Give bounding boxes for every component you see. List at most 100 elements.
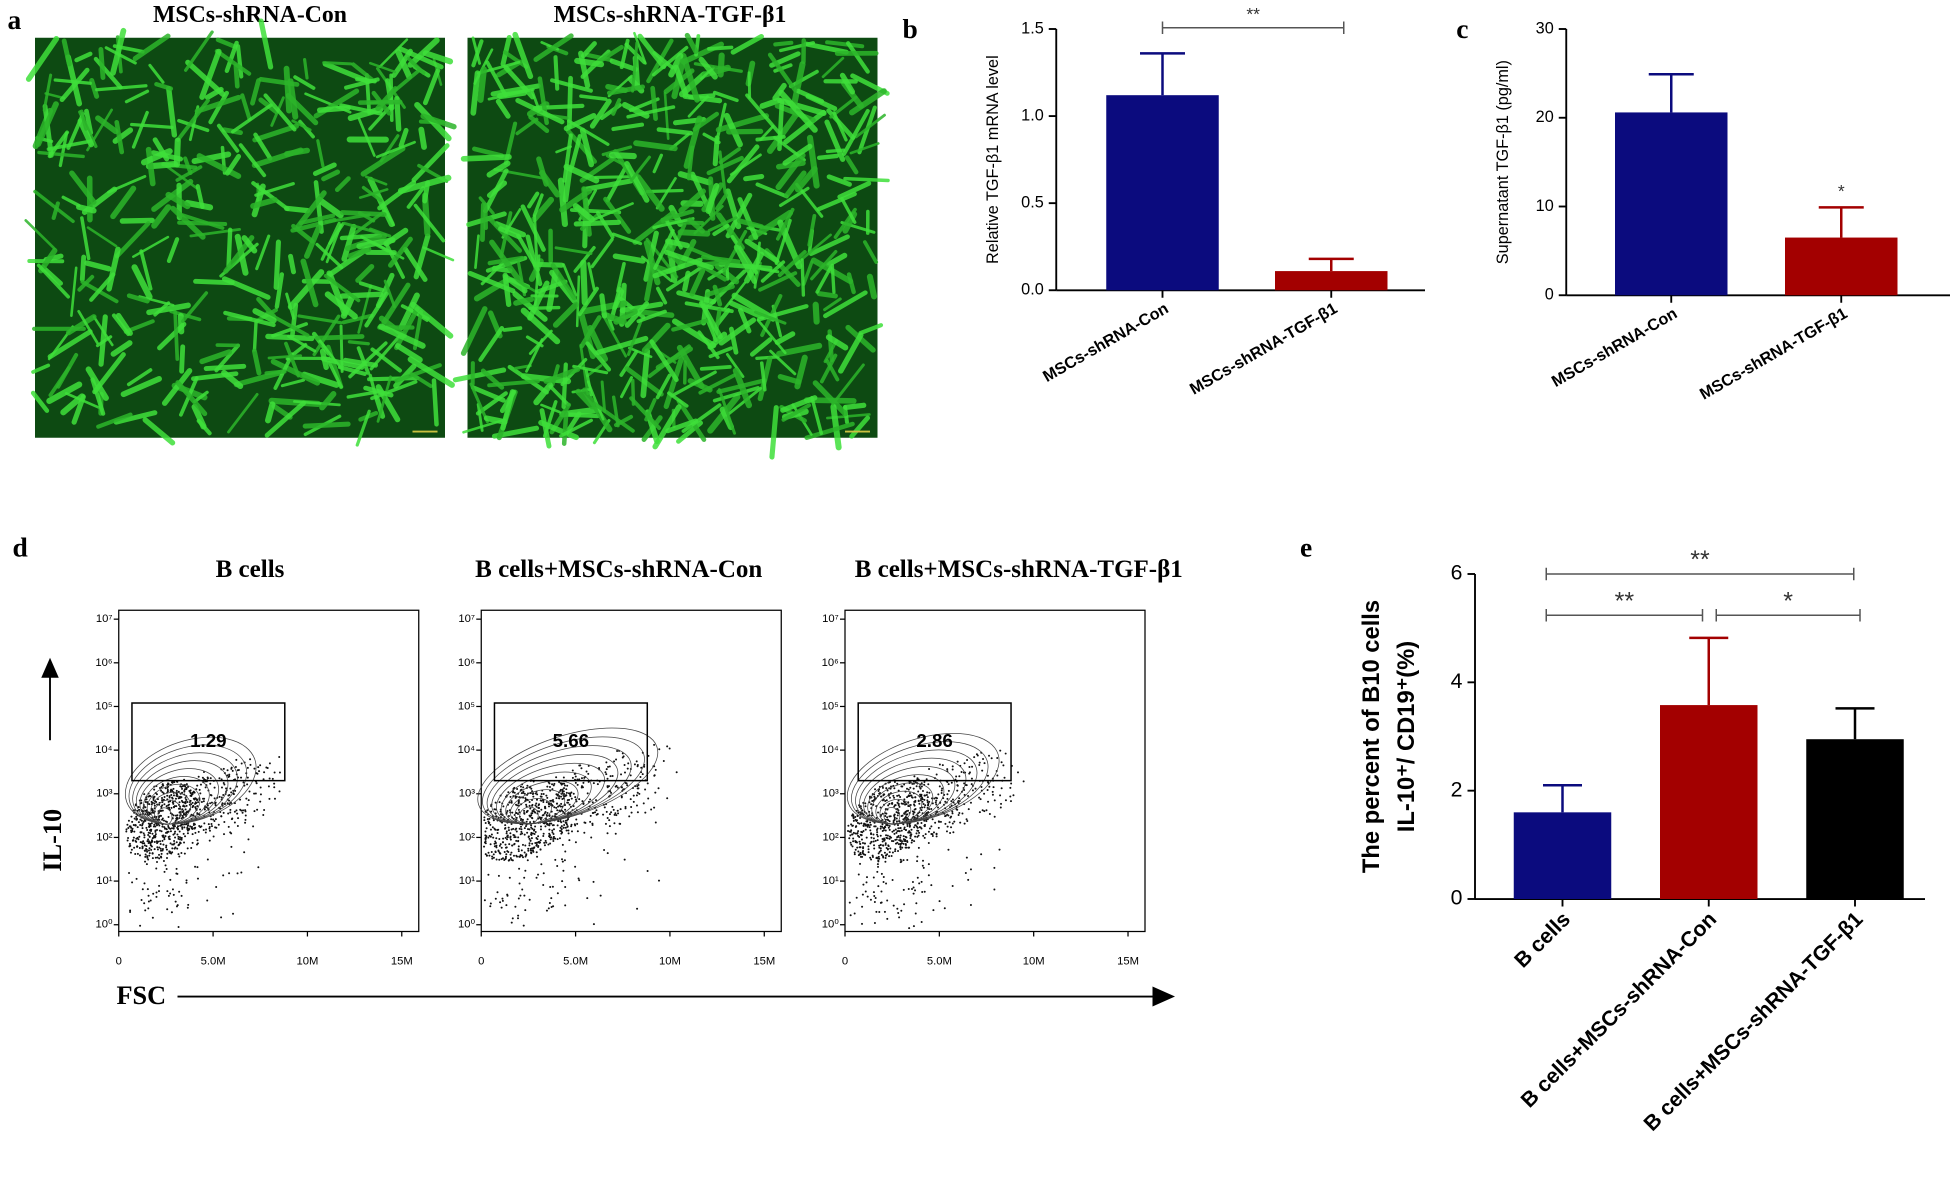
y-tick-label: 20 (1536, 108, 1554, 126)
y-tick-label: 10¹ (822, 875, 839, 887)
event-dot (873, 895, 875, 897)
event-dot (853, 820, 855, 822)
event-dot (894, 850, 896, 852)
event-dot (980, 853, 982, 855)
event-dot (930, 884, 932, 886)
bar-chart: bRelative TGF-β1 mRNA level0.00.51.01.5M… (903, 4, 1426, 399)
event-dot (861, 856, 863, 858)
event-dot (540, 809, 542, 811)
event-dot (494, 845, 496, 847)
event-dot (184, 823, 186, 825)
event-dot (964, 823, 966, 825)
event-dot (589, 798, 591, 800)
event-dot (610, 792, 612, 794)
event-dot (492, 837, 494, 839)
event-dot (165, 846, 167, 848)
event-dot (658, 748, 660, 750)
event-dot (504, 851, 506, 853)
event-dot (143, 793, 145, 795)
cell (846, 405, 864, 407)
event-dot (868, 848, 870, 850)
event-dot (857, 850, 859, 852)
event-dot (517, 813, 519, 815)
event-dot (154, 841, 156, 843)
y-axis-label: IL-10 (38, 809, 67, 872)
event-dot (529, 805, 531, 807)
event-dot (654, 792, 656, 794)
event-dot (890, 837, 892, 839)
event-dot (999, 794, 1001, 796)
event-dot (894, 817, 896, 819)
event-dot (129, 845, 131, 847)
event-dot (511, 844, 513, 846)
event-dot (896, 818, 898, 820)
event-dot (669, 748, 671, 750)
event-dot (149, 829, 151, 831)
event-dot (938, 827, 940, 829)
event-dot (209, 830, 211, 832)
bar (1275, 271, 1388, 290)
event-dot (850, 831, 852, 833)
event-dot (875, 840, 877, 842)
gate-percent: 2.86 (916, 730, 953, 751)
event-dot (966, 759, 968, 761)
event-dot (557, 820, 559, 822)
event-dot (873, 876, 875, 878)
event-dot (955, 776, 957, 778)
event-dot (966, 820, 968, 822)
event-dot (222, 794, 224, 796)
event-dot (545, 811, 547, 813)
event-dot (538, 804, 540, 806)
micrograph (455, 33, 888, 457)
event-dot (198, 825, 200, 827)
y-tick-label: 10⁴ (458, 744, 476, 756)
event-dot (854, 913, 856, 915)
event-dot (889, 797, 891, 799)
event-dot (160, 815, 162, 817)
event-dot (896, 908, 898, 910)
event-dot (524, 909, 526, 911)
event-dot (507, 851, 509, 853)
event-dot (952, 812, 954, 814)
event-dot (529, 842, 531, 844)
event-dot (616, 750, 618, 752)
event-dot (862, 825, 864, 827)
event-dot (540, 795, 542, 797)
event-dot (179, 831, 181, 833)
event-dot (235, 809, 237, 811)
event-dot (562, 861, 564, 863)
event-dot (149, 795, 151, 797)
event-dot (885, 842, 887, 844)
event-dot (126, 824, 128, 826)
event-dot (177, 825, 179, 827)
event-dot (958, 797, 960, 799)
event-dot (946, 793, 948, 795)
event-dot (897, 814, 899, 816)
event-dot (262, 814, 264, 816)
event-dot (880, 844, 882, 846)
event-dot (946, 768, 948, 770)
event-dot (533, 847, 535, 849)
event-dot (169, 796, 171, 798)
event-dot (860, 834, 862, 836)
event-dot (510, 854, 512, 856)
event-dot (609, 766, 611, 768)
event-dot (215, 818, 217, 820)
event-dot (980, 798, 982, 800)
event-dot (211, 802, 213, 804)
event-dot (134, 818, 136, 820)
event-dot (968, 766, 970, 768)
event-dot (893, 833, 895, 835)
event-dot (887, 835, 889, 837)
event-dot (187, 830, 189, 832)
event-dot (885, 857, 887, 859)
event-dot (947, 826, 949, 828)
event-dot (170, 852, 172, 854)
event-dot (969, 771, 971, 773)
event-dot (939, 764, 941, 766)
event-dot (611, 806, 613, 808)
event-dot (154, 805, 156, 807)
event-dot (877, 863, 879, 865)
event-dot (1002, 764, 1004, 766)
event-dot (144, 850, 146, 852)
